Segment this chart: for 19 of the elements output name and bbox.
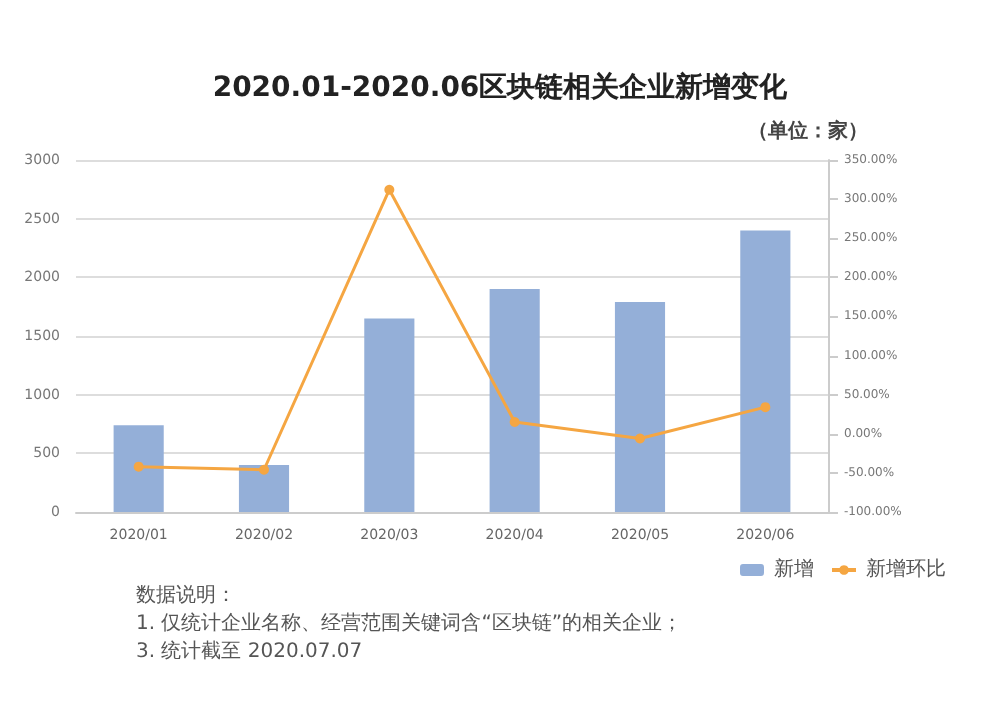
point <box>133 461 144 472</box>
bar <box>740 230 791 512</box>
bar <box>113 425 164 512</box>
text: 1. 仅统计企业名称、经营范围关键词含“区块链”的相关企业； <box>136 611 683 635</box>
bar <box>238 465 290 512</box>
text: 3. 统计截至 2020.07.07 <box>136 639 363 663</box>
bar <box>364 318 415 512</box>
point <box>635 433 645 444</box>
text: 数据说明： <box>136 583 236 607</box>
legend-label: 新增 <box>774 557 814 581</box>
point <box>259 464 269 475</box>
legend-label: 新增环比 <box>866 557 946 581</box>
text: （单位：家） <box>748 119 868 143</box>
bar <box>489 289 540 512</box>
point <box>760 402 771 413</box>
point <box>509 417 520 428</box>
point <box>384 184 395 195</box>
chart-title: 2020.01-2020.06区块链相关企业新增变化 <box>212 70 790 104</box>
bar <box>614 301 666 512</box>
